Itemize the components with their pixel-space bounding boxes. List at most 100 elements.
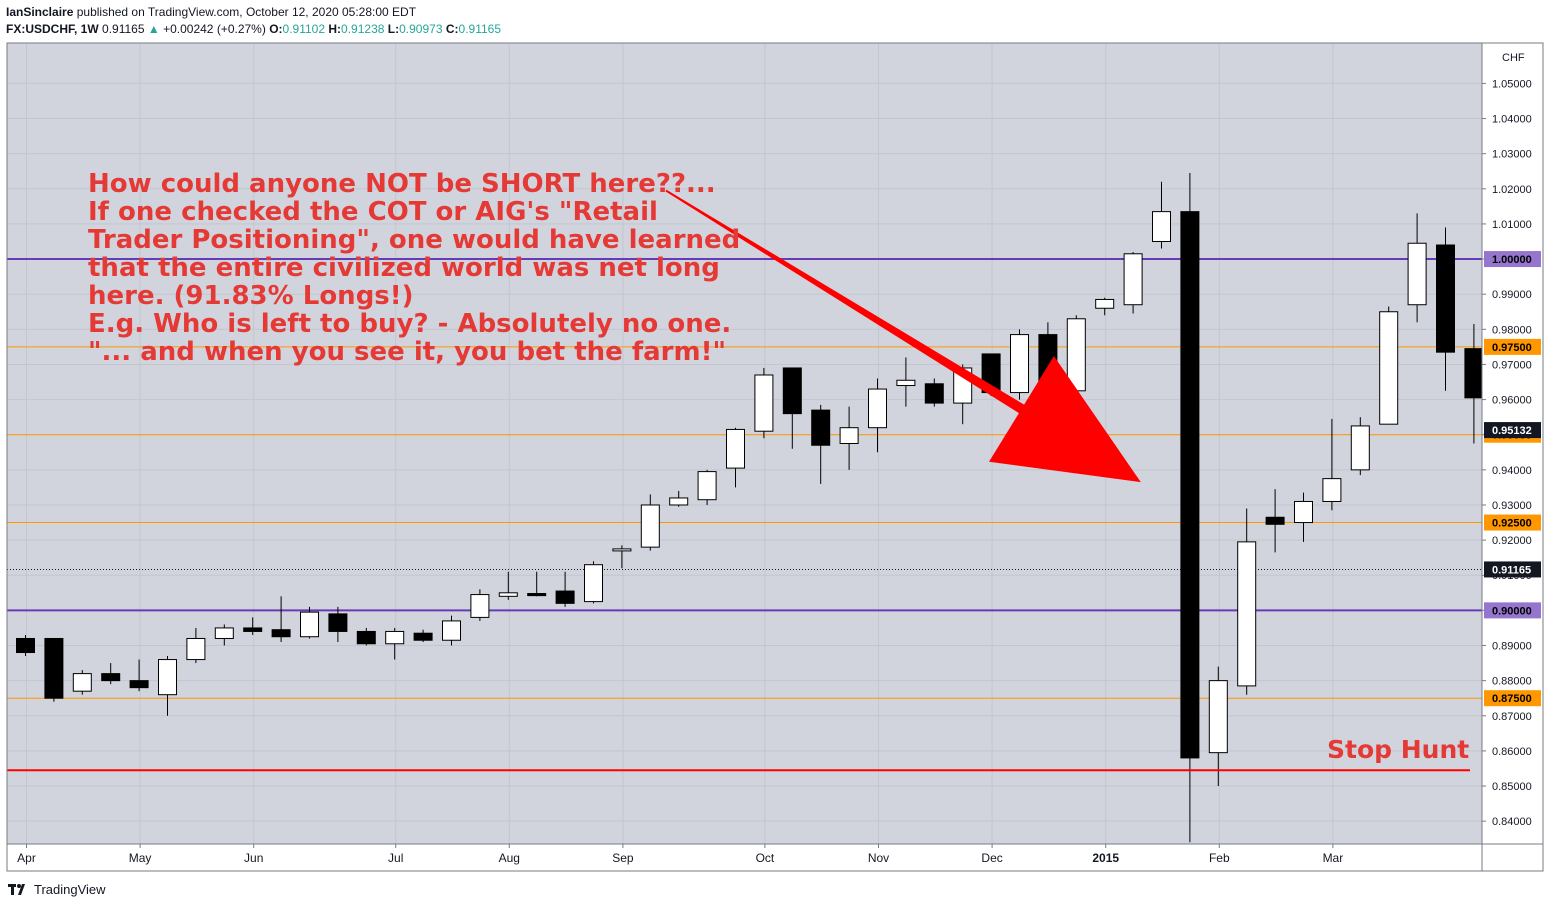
candle-body bbox=[669, 497, 689, 506]
y-tick-label: 0.88000 bbox=[1492, 676, 1532, 688]
last-price: 0.91165 bbox=[102, 22, 145, 36]
y-tick-label: 0.97000 bbox=[1492, 359, 1532, 371]
y-tick-label: 0.96000 bbox=[1492, 395, 1532, 407]
candle-body bbox=[868, 388, 887, 429]
level-tag: 0.92500 bbox=[1492, 518, 1532, 530]
symbol-name: FX:USDCHF, 1W bbox=[6, 22, 99, 36]
candle-body bbox=[1208, 680, 1228, 754]
candle-body bbox=[640, 504, 660, 548]
publish-info: IanSinclaire published on TradingView.co… bbox=[6, 5, 416, 19]
level-tag-bg bbox=[1484, 338, 1541, 355]
close-value: 0.91165 bbox=[458, 22, 502, 36]
level-tag: 0.87500 bbox=[1492, 693, 1532, 705]
candle-body bbox=[385, 630, 405, 645]
candle-body bbox=[300, 611, 319, 638]
x-tick-label: Sep bbox=[612, 851, 634, 865]
y-tick-label: 1.02000 bbox=[1492, 184, 1532, 196]
candle-body bbox=[186, 637, 206, 661]
candle-body bbox=[1322, 478, 1342, 502]
candle-body bbox=[1152, 211, 1171, 242]
price-axis bbox=[1481, 42, 1544, 845]
x-tick-label: Feb bbox=[1209, 851, 1230, 865]
marker-price-tag-bg bbox=[1484, 422, 1541, 439]
level-tag-bg bbox=[1484, 514, 1541, 531]
candle-body bbox=[498, 592, 518, 597]
level-tag-bg bbox=[1484, 251, 1541, 268]
x-tick-label: May bbox=[129, 851, 152, 865]
candle-body bbox=[1294, 500, 1313, 524]
author-name[interactable]: IanSinclaire bbox=[6, 5, 74, 19]
footer-brand[interactable]: TradingView bbox=[34, 882, 106, 897]
candle-body bbox=[413, 632, 433, 641]
candle-body bbox=[129, 680, 149, 689]
open-value: 0.91102 bbox=[282, 22, 326, 36]
y-tick-label: 0.92000 bbox=[1492, 535, 1532, 547]
high-label: H: bbox=[328, 22, 342, 36]
currency-label: CHF bbox=[1502, 52, 1525, 64]
y-tick-label: 1.04000 bbox=[1492, 114, 1532, 126]
candle-body bbox=[1350, 425, 1370, 471]
candle-body bbox=[754, 374, 774, 432]
candle-body bbox=[896, 379, 916, 387]
candle-body bbox=[584, 564, 603, 603]
tradingview-logo-icon[interactable] bbox=[8, 883, 28, 896]
x-tick-label: 2015 bbox=[1092, 851, 1119, 865]
candle-body bbox=[839, 427, 859, 445]
y-tick-label: 0.85000 bbox=[1492, 781, 1532, 793]
x-tick-label: Apr bbox=[17, 851, 36, 865]
candle-body bbox=[101, 673, 121, 682]
up-arrow-icon: ▲ bbox=[147, 22, 160, 36]
y-tick-label: 0.94000 bbox=[1492, 465, 1532, 477]
level-tag-bg bbox=[1484, 690, 1541, 707]
candle-body bbox=[527, 593, 547, 597]
candle-body bbox=[1123, 253, 1143, 306]
current-price-tag-bg bbox=[1484, 561, 1541, 578]
candle-body bbox=[555, 590, 575, 604]
y-tick-label: 1.03000 bbox=[1492, 149, 1532, 161]
marker-price-tag: 0.95132 bbox=[1492, 425, 1532, 437]
stop-hunt-label: Stop Hunt bbox=[1327, 735, 1470, 764]
candle-body bbox=[243, 627, 263, 632]
candle-body bbox=[271, 629, 291, 638]
candle-body bbox=[72, 673, 92, 692]
candle-body bbox=[1180, 211, 1200, 759]
candle-body bbox=[1237, 541, 1257, 687]
close-label: C: bbox=[445, 22, 459, 36]
price-change: +0.00242 (+0.27%) bbox=[163, 22, 266, 36]
candle-body bbox=[924, 383, 944, 404]
candle-body bbox=[612, 548, 632, 552]
y-tick-label: 0.84000 bbox=[1492, 816, 1532, 828]
low-label: L: bbox=[387, 22, 400, 36]
candle-body bbox=[214, 627, 234, 639]
current-price-tag: 0.91165 bbox=[1492, 564, 1531, 576]
x-tick-label: Aug bbox=[499, 851, 520, 865]
level-tag: 1.00000 bbox=[1492, 254, 1532, 266]
y-tick-label: 0.89000 bbox=[1492, 641, 1532, 653]
high-value: 0.91238 bbox=[341, 22, 385, 36]
level-tag-bg bbox=[1484, 602, 1541, 619]
candle-body bbox=[782, 367, 802, 415]
y-tick-label: 1.01000 bbox=[1492, 219, 1532, 231]
axis-corner bbox=[1481, 843, 1544, 872]
candle-body bbox=[1265, 516, 1285, 525]
candle-body bbox=[44, 637, 64, 699]
annotation-text: How could anyone NOT be SHORT here??... … bbox=[88, 169, 741, 367]
low-value: 0.90973 bbox=[399, 22, 443, 36]
y-tick-label: 0.99000 bbox=[1492, 289, 1532, 301]
x-tick-label: Jul bbox=[388, 851, 403, 865]
candle-body bbox=[1379, 311, 1399, 425]
x-tick-label: Nov bbox=[868, 851, 889, 865]
candle-body bbox=[16, 637, 35, 654]
x-tick-label: Jun bbox=[244, 851, 263, 865]
y-tick-label: 1.05000 bbox=[1492, 78, 1532, 90]
y-tick-label: 0.87000 bbox=[1492, 711, 1532, 723]
candle-body bbox=[1095, 298, 1115, 309]
level-tag: 0.97500 bbox=[1492, 342, 1532, 354]
y-tick-label: 0.86000 bbox=[1492, 746, 1532, 758]
x-tick-label: Oct bbox=[756, 851, 775, 865]
candle-body bbox=[697, 471, 717, 501]
y-tick-label: 0.93000 bbox=[1492, 500, 1532, 512]
candle-body bbox=[1464, 348, 1484, 399]
x-tick-label: Dec bbox=[981, 851, 1002, 865]
